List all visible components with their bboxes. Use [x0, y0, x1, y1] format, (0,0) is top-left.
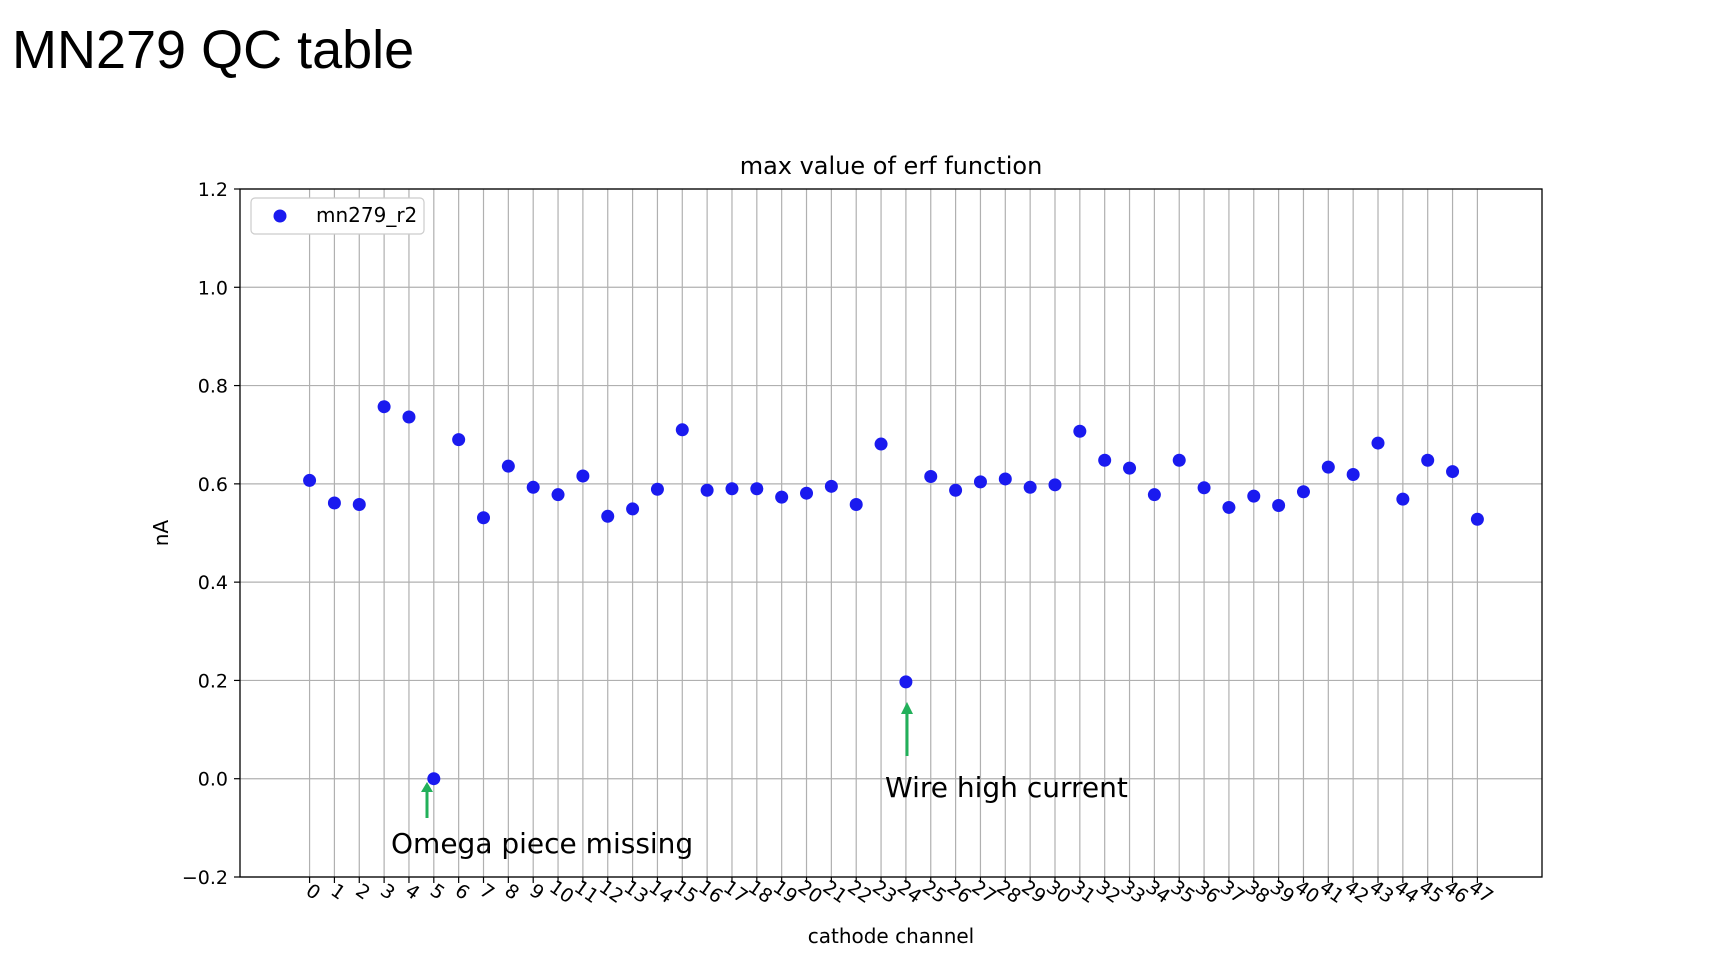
data-point	[1172, 453, 1186, 467]
y-tick-label: 0.6	[198, 474, 228, 496]
data-point	[551, 488, 565, 502]
y-axis-label: nA	[149, 520, 173, 547]
data-point	[849, 497, 863, 511]
x-axis-label: cathode channel	[808, 924, 975, 948]
data-point	[725, 482, 739, 496]
data-point	[1296, 485, 1310, 499]
data-point	[352, 497, 366, 511]
data-point	[924, 469, 938, 483]
annotation-label: Omega piece missing	[391, 827, 693, 860]
y-tick-label: 1.0	[198, 277, 228, 299]
data-point	[800, 486, 814, 500]
legend-box	[250, 197, 425, 235]
data-point	[998, 472, 1012, 486]
data-point	[874, 437, 888, 451]
y-ticks: −0.2 0.0 0.2 0.4 0.6 0.8 1.0 1.2	[182, 179, 240, 889]
x-tick-label: 8	[501, 880, 524, 905]
data-point	[949, 483, 963, 497]
data-point	[1073, 424, 1087, 438]
data-point	[377, 400, 391, 414]
data-point	[601, 509, 615, 523]
y-tick-label: 0.2	[198, 670, 228, 692]
data-point	[700, 483, 714, 497]
grid-lines	[240, 188, 1542, 878]
data-point	[1123, 461, 1137, 475]
x-tick-label: 3	[376, 880, 399, 905]
data-point	[1346, 468, 1360, 482]
data-point	[1470, 512, 1484, 526]
data-point	[1222, 500, 1236, 514]
data-point	[899, 675, 913, 689]
slide-title: MN279 QC table	[12, 20, 415, 80]
arrow-head	[421, 782, 433, 792]
data-point	[775, 490, 789, 504]
x-tick-label: 4	[401, 880, 424, 905]
data-point	[477, 511, 491, 525]
data-point	[1048, 478, 1062, 492]
data-point	[452, 433, 466, 447]
legend: mn279_r2	[250, 197, 425, 235]
x-ticks: 0 1 2 3 4 5 6 7 8 9101112131415161718192021222324…	[302, 876, 1497, 908]
x-tick-label: 7	[476, 880, 499, 905]
x-tick-label: 2	[351, 880, 374, 905]
x-tick-label: 5	[426, 880, 449, 905]
data-point	[1371, 436, 1385, 450]
data-point	[750, 482, 764, 496]
x-tick-label: 1	[327, 880, 350, 905]
plot-frame	[239, 188, 1543, 878]
data-point	[1023, 480, 1037, 494]
data-point	[576, 469, 590, 483]
y-tick-label: −0.2	[182, 867, 228, 889]
data-points	[303, 400, 1484, 786]
data-point	[1272, 498, 1286, 512]
data-point	[526, 480, 540, 494]
data-point	[973, 475, 987, 489]
data-point	[303, 473, 317, 487]
data-point	[327, 496, 341, 510]
y-tick-label: 1.2	[198, 179, 228, 201]
annotation-wire: Wire high current	[885, 702, 1128, 804]
chart-title: max value of erf function	[740, 152, 1043, 180]
data-point	[402, 410, 416, 424]
annotation-omega: Omega piece missing	[391, 782, 693, 860]
x-tick-label: 47	[1465, 876, 1497, 908]
legend-label: mn279_r2	[316, 203, 417, 227]
annotation-label: Wire high current	[885, 771, 1128, 804]
data-point	[1446, 465, 1460, 479]
data-point	[1396, 492, 1410, 506]
annotations: Omega piece missing Wire high current	[391, 702, 1128, 860]
y-tick-label: 0.8	[198, 376, 228, 398]
data-point	[1098, 453, 1112, 467]
data-point	[650, 482, 664, 496]
y-tick-label: 0.0	[198, 769, 228, 791]
data-point	[501, 459, 515, 473]
x-tick-label: 0	[302, 880, 325, 905]
data-point	[1321, 460, 1335, 474]
data-point	[675, 423, 689, 437]
y-tick-label: 0.4	[198, 572, 228, 594]
data-point	[1421, 453, 1435, 467]
data-point	[1147, 488, 1161, 502]
data-point	[427, 772, 441, 786]
data-point	[824, 479, 838, 493]
data-point	[626, 502, 640, 516]
data-point	[1197, 481, 1211, 495]
x-tick-label: 9	[525, 880, 548, 905]
legend-marker	[273, 209, 287, 223]
arrow-head	[901, 702, 913, 714]
x-tick-label: 6	[451, 880, 474, 905]
data-point	[1247, 489, 1261, 503]
